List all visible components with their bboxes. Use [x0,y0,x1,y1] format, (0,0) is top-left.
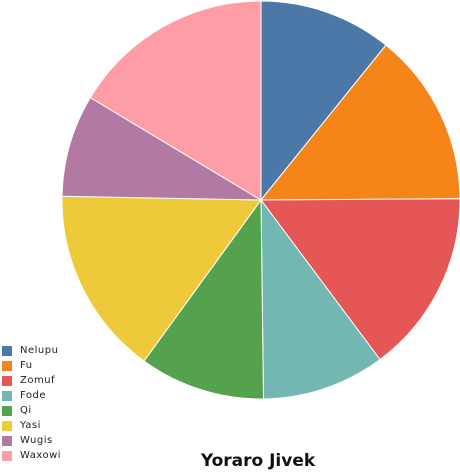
legend-label: Fode [20,390,47,401]
legend-swatch [2,390,12,401]
legend-swatch [2,405,12,416]
legend-swatch [2,360,12,371]
legend-item-qi: Qi [2,403,61,418]
pie-slice-fode [260,198,381,400]
legend-label: Nelupu [20,345,59,356]
legend-item-wugis: Wugis [2,433,61,448]
legend-swatch [2,450,12,461]
legend-item-fu: Fu [2,358,61,373]
legend-swatch [2,420,12,431]
pie-slice-zomuf [260,198,460,361]
legend-label: Wugis [20,435,53,446]
chart-title: Yoraro Jivek [200,451,316,471]
legend-label: Waxowi [20,450,62,461]
pie-slice-nelupu [260,0,387,202]
legend-item-fode: Fode [2,388,61,403]
pie-slice-waxowi [89,0,262,201]
pie-slice-qi [143,198,265,400]
legend-item-yasi: Yasi [2,418,61,433]
legend-item-waxowi: Waxowi [2,448,61,463]
legend-swatch [2,435,12,446]
legend-item-zomuf: Zomuf [2,373,61,388]
pie-slice-yasi [61,195,262,362]
legend-swatch [2,375,12,386]
legend-item-nelupu: Nelupu [2,343,61,358]
legend-label: Yasi [20,420,41,431]
pie-slice-fu [259,44,460,201]
legend-swatch [2,345,12,356]
legend-label: Fu [20,360,33,371]
pie-slice-wugis [61,96,263,201]
legend-label: Zomuf [20,375,56,386]
chart-legend: Nelupu Fu Zomuf Fode Qi Yasi Wugis Waxowi [2,343,61,463]
legend-label: Qi [20,405,32,416]
